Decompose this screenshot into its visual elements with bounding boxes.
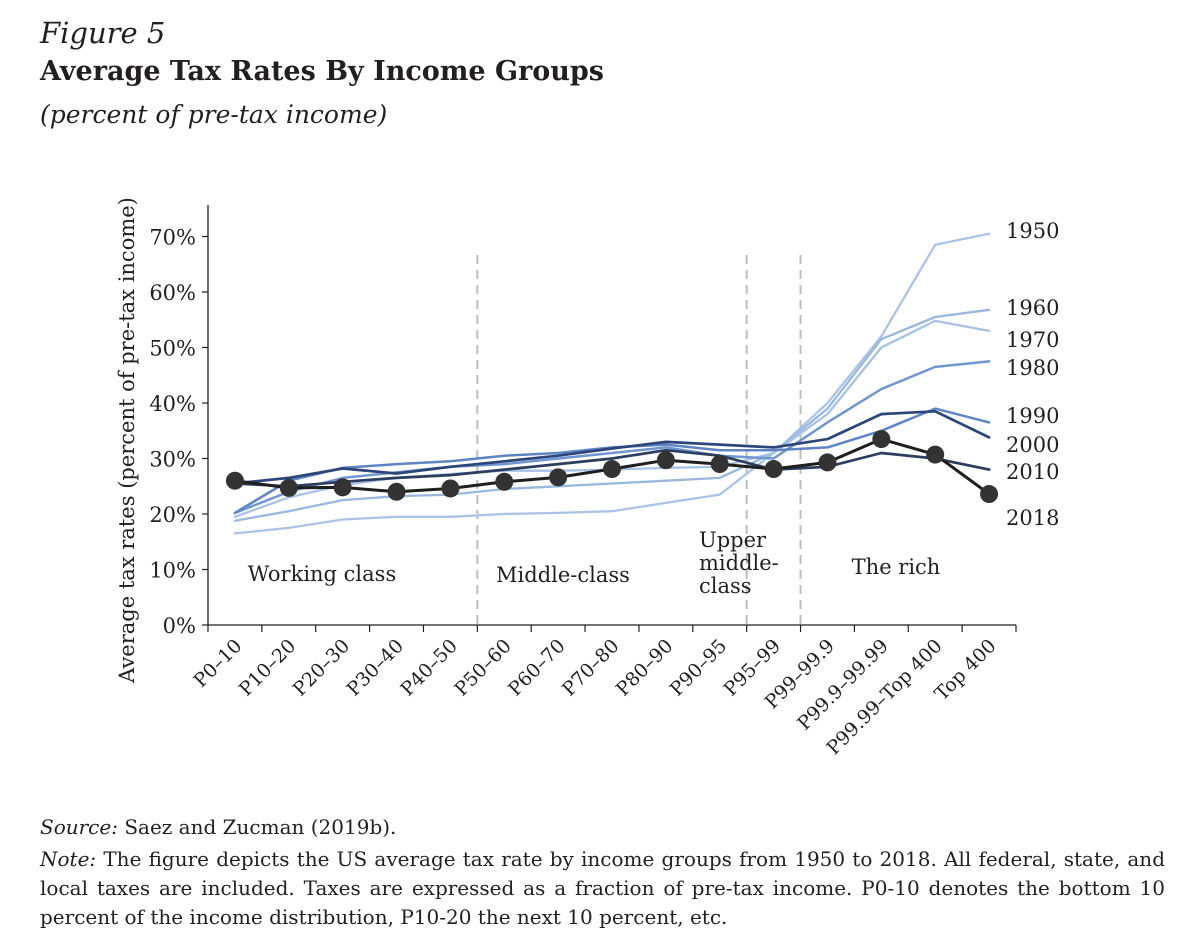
series-line-1960 bbox=[233, 308, 991, 522]
y-tick-label: 30% bbox=[149, 448, 196, 472]
data-point-2018 bbox=[333, 478, 352, 497]
y-tick-label: 70% bbox=[149, 226, 196, 250]
data-point-2018 bbox=[710, 455, 729, 474]
series-line-2000 bbox=[233, 409, 991, 485]
note-text: The figure depicts the US average tax ra… bbox=[40, 847, 1165, 929]
series-label-2000: 2000 bbox=[1006, 433, 1059, 457]
data-point-2018 bbox=[603, 460, 621, 479]
source-text: Saez and Zucman (2019b). bbox=[117, 815, 397, 839]
y-axis-title: Average tax rates (percent of pre-tax in… bbox=[115, 197, 139, 684]
source-label: Source: bbox=[40, 815, 118, 839]
figure-label: Figure 5 bbox=[40, 16, 166, 50]
group-label: Middle-class bbox=[496, 563, 630, 587]
y-tick-label: 60% bbox=[149, 281, 196, 305]
group-label: middle- bbox=[699, 551, 779, 575]
y-tick-label: 0% bbox=[163, 614, 196, 638]
data-point-2018 bbox=[872, 430, 891, 449]
x-tick-label: P80–90 bbox=[612, 635, 678, 701]
series-line-1950 bbox=[233, 232, 991, 535]
x-tick-label: P70–80 bbox=[558, 635, 624, 701]
group-label: The rich bbox=[852, 555, 941, 579]
series-label-1950: 1950 bbox=[1006, 219, 1059, 243]
data-point-2018 bbox=[980, 485, 999, 504]
x-tick-label: P50–60 bbox=[450, 635, 516, 701]
x-tick-label: P30–40 bbox=[343, 635, 409, 701]
group-label: Working class bbox=[248, 562, 396, 586]
data-point-2018 bbox=[549, 468, 568, 487]
figure-title: Average Tax Rates By Income Groups bbox=[40, 56, 604, 87]
data-point-2018 bbox=[279, 478, 298, 497]
series-label-2010: 2010 bbox=[1006, 460, 1059, 484]
series-label-1990: 1990 bbox=[1006, 404, 1059, 428]
note-label: Note: bbox=[40, 847, 97, 871]
x-tick-label: P90–95 bbox=[666, 635, 732, 701]
series-line-1980 bbox=[233, 360, 991, 515]
x-tick-label: P20–30 bbox=[289, 635, 355, 701]
data-point-2018 bbox=[495, 472, 514, 491]
figure-subtitle: (percent of pre-tax income) bbox=[40, 100, 388, 129]
data-point-2018 bbox=[387, 482, 406, 501]
series-label-1980: 1980 bbox=[1006, 356, 1059, 380]
x-tick-label: P10–20 bbox=[235, 635, 301, 701]
x-tick-label: P60–70 bbox=[504, 635, 570, 701]
y-tick-label: 10% bbox=[149, 559, 196, 583]
data-point-2018 bbox=[441, 479, 460, 498]
data-point-2018 bbox=[764, 460, 783, 479]
x-tick-label: P40–50 bbox=[396, 635, 462, 701]
source-line: Source: Saez and Zucman (2019b). bbox=[40, 815, 396, 839]
data-point-2018 bbox=[818, 453, 837, 472]
series-label-1960: 1960 bbox=[1006, 296, 1059, 320]
series-line-2010 bbox=[233, 448, 991, 488]
series-label-1970: 1970 bbox=[1006, 328, 1059, 352]
data-point-2018 bbox=[656, 451, 675, 470]
data-point-2018 bbox=[225, 471, 244, 490]
data-point-2018 bbox=[926, 445, 945, 464]
y-tick-label: 40% bbox=[149, 392, 196, 416]
group-label: Upper bbox=[699, 528, 767, 552]
y-tick-label: 50% bbox=[149, 337, 196, 361]
line-chart: Average tax rates (percent of pre-tax in… bbox=[115, 197, 1059, 759]
y-tick-label: 20% bbox=[149, 503, 196, 527]
note-paragraph: Note: The figure depicts the US average … bbox=[40, 845, 1165, 932]
group-label: class bbox=[699, 574, 752, 598]
series-label-2018: 2018 bbox=[1006, 506, 1059, 530]
